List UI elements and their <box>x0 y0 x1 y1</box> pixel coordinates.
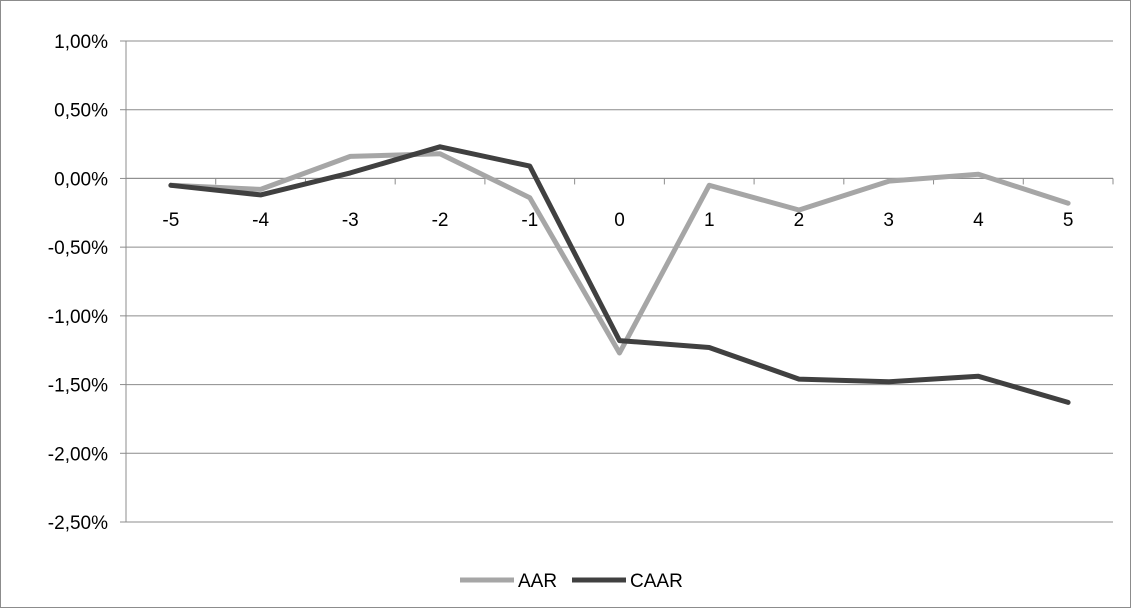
series-lines <box>168 144 1071 405</box>
x-tick-label: -1 <box>521 210 538 231</box>
y-tick-label: 0,50% <box>54 101 108 122</box>
gridlines <box>126 40 1113 523</box>
y-tick-label: 1,00% <box>54 32 108 53</box>
y-tick-label: -1,00% <box>48 307 108 328</box>
x-tick-label: 1 <box>704 210 715 231</box>
x-tick-label: 0 <box>614 210 625 231</box>
legend: AAR CAAR <box>460 571 683 592</box>
x-tick-label: -4 <box>252 210 269 231</box>
x-tick-label: 2 <box>794 210 805 231</box>
y-tick-label: -1,50% <box>48 376 108 397</box>
y-tick-label: -2,00% <box>48 444 108 465</box>
x-axis-tick-labels: -5 -4 -3 -2 -1 0 1 2 3 4 5 <box>162 210 1073 231</box>
y-tick-label: -2,50% <box>48 513 108 534</box>
legend-label-aar: AAR <box>518 571 557 592</box>
x-tick-label: 3 <box>883 210 894 231</box>
series-line-caar <box>168 144 1071 405</box>
x-tick-label: -5 <box>162 210 179 231</box>
legend-label-caar: CAAR <box>630 571 683 592</box>
series-line-aar <box>168 151 1071 356</box>
x-tick-label: 4 <box>973 210 984 231</box>
x-tick-label: -2 <box>432 210 449 231</box>
y-tick-label: -0,50% <box>48 238 108 259</box>
y-tick-label: 0,00% <box>54 169 108 190</box>
x-tick-label: 5 <box>1063 210 1074 231</box>
x-tick-label: -3 <box>342 210 359 231</box>
y-axis-tick-labels: 1,00% 0,50% 0,00% -0,50% -1,00% -1,50% -2,00% -… <box>48 32 108 534</box>
axes <box>120 40 1114 523</box>
